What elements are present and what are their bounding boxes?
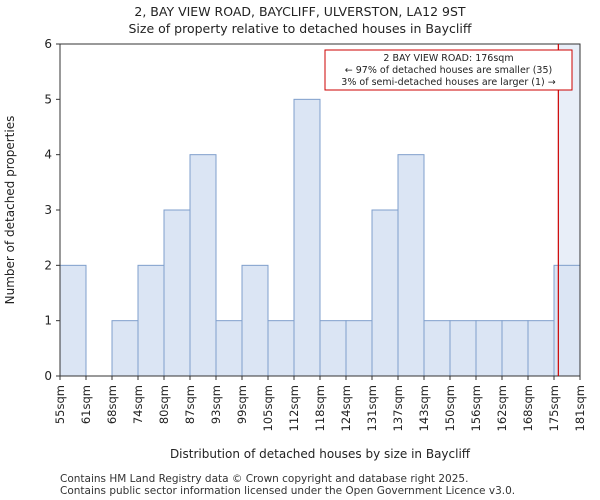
y-tick-label: 1 [44,314,52,328]
y-tick-label: 5 [44,92,52,106]
x-tick-label: 124sqm [339,385,353,431]
x-tick-label: 68sqm [105,385,119,424]
bar [215,320,243,377]
bar [527,320,555,377]
x-tick-label: 74sqm [131,385,145,424]
bar [241,264,269,377]
bar [59,264,87,377]
x-tick-label: 137sqm [391,385,405,431]
x-tick-label: 99sqm [235,385,249,424]
annotation-line: ← 97% of detached houses are smaller (35… [345,65,552,76]
annotation-line: 2 BAY VIEW ROAD: 176sqm [383,53,513,64]
x-tick-label: 80sqm [157,385,171,424]
x-tick-label: 131sqm [365,385,379,431]
x-tick-label: 105sqm [261,385,275,431]
chart-subtitle: Size of property relative to detached ho… [128,21,472,36]
bar [345,320,373,377]
bar [189,154,217,377]
bar [163,209,191,377]
bar [449,320,477,377]
bar [501,320,529,377]
bar [475,320,503,377]
footer-licence: Contains public sector information licen… [60,485,516,497]
x-tick-label: 55sqm [53,385,67,424]
x-tick-label: 93sqm [209,385,223,424]
bar [267,320,295,377]
x-tick-label: 168sqm [521,385,535,431]
y-axis-label: Number of detached properties [3,116,17,305]
bar [423,320,451,377]
x-tick-label: 181sqm [573,385,587,431]
histogram-chart: 0 1 2 3 4 5 6 55sqm 61sqm 68sqm 74sqm 80sqm 87sqm 93s… [3,37,587,461]
footer-copyright: Contains HM Land Registry data © Crown c… [60,473,469,485]
bar [371,209,399,377]
x-tick-label: 150sqm [443,385,457,431]
x-tick-label: 87sqm [183,385,197,424]
x-tick-label: 61sqm [79,385,93,424]
y-tick-label: 3 [44,203,52,217]
annotation-line: 3% of semi-detached houses are larger (1… [341,77,555,88]
bar [397,154,425,377]
x-axis-label: Distribution of detached houses by size … [170,447,471,461]
x-tick-label: 118sqm [313,385,327,431]
bar [137,264,165,377]
y-tick-label: 2 [44,258,52,272]
y-tick-label: 6 [44,37,52,51]
y-tick-label: 4 [44,148,52,162]
y-tick-label: 0 [44,369,52,383]
x-tick-label: 143sqm [417,385,431,431]
annotation-box [324,49,573,91]
x-tick-label: 112sqm [287,385,301,431]
x-tick-label: 156sqm [469,385,483,431]
x-tick-label: 162sqm [495,385,509,431]
bar [319,320,347,377]
x-tick-label: 175sqm [547,385,561,431]
bar [293,98,321,377]
bar [111,320,139,377]
chart-title: 2, BAY VIEW ROAD, BAYCLIFF, ULVERSTON, L… [134,4,466,19]
